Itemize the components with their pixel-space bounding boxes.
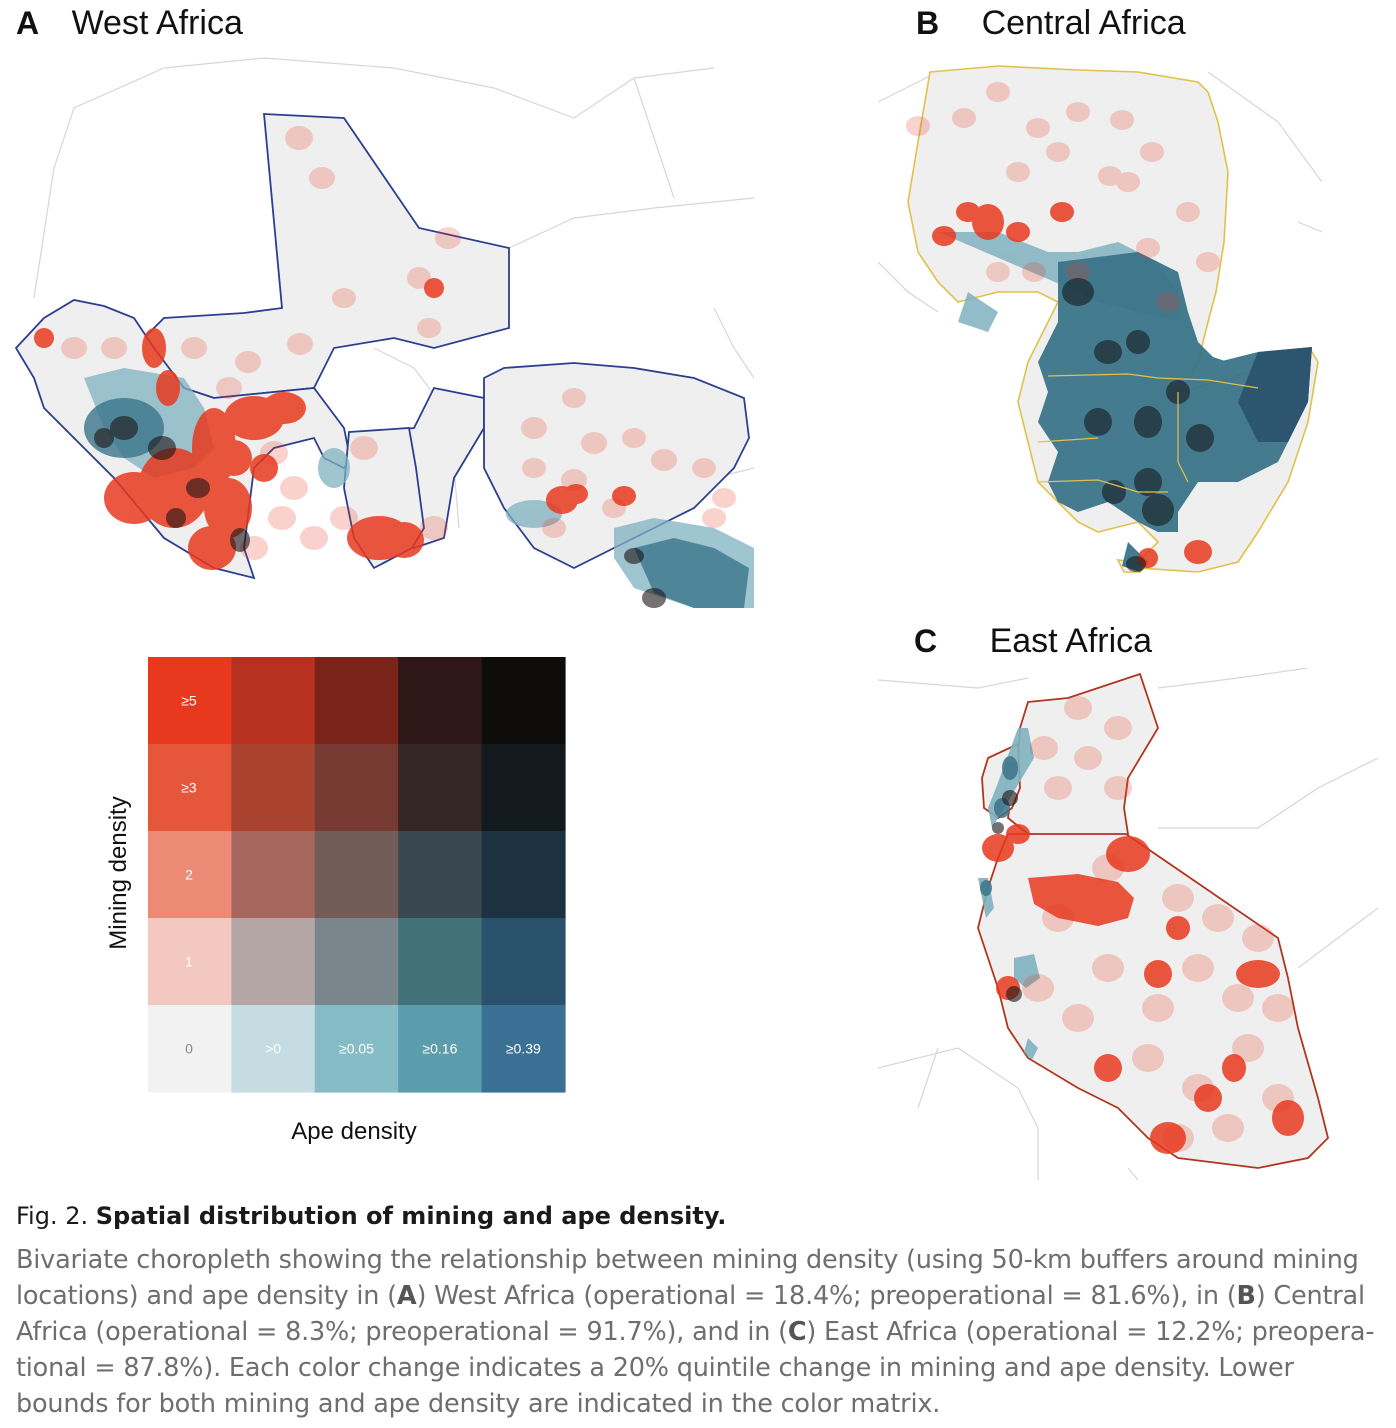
legend-cell (398, 657, 483, 745)
legend-cell (481, 918, 566, 1006)
figure-title: Spatial distribution of mining and ape d… (95, 1202, 727, 1230)
legend-x-title: Ape density (291, 1118, 416, 1145)
legend-y-title: Mining density (105, 796, 132, 949)
legend-grid: ≥5 ≥3 2 1 0 >0 ≥0.05 ≥0.16 ≥0.39 (148, 657, 566, 1093)
legend-ape-label: ≥0.05 (339, 1041, 374, 1057)
panel-c-title: East Africa (989, 622, 1153, 660)
legend-mining-label: 2 (185, 867, 193, 883)
panel-c-label: C East Africa (914, 622, 1152, 661)
panel-b-letter: B (916, 5, 940, 41)
caption-text-2: ) West Africa (operational = 18.4%; preo… (416, 1281, 1237, 1311)
legend-ape-label: ≥0.16 (422, 1041, 457, 1057)
figure-caption-body: Bivariate choropleth showing the relatio… (16, 1242, 1388, 1422)
figure-label: Fig. 2. (16, 1202, 89, 1230)
legend-mining-label: 0 (185, 1041, 193, 1057)
legend-cell (148, 744, 232, 832)
legend-cell (231, 831, 316, 919)
panel-b-title: Central Africa (981, 4, 1186, 42)
caption-text-4: ) East Africa (operational = 12.2%; preo… (16, 1317, 1375, 1419)
legend-cell (314, 744, 399, 832)
caption-ref-a: A (396, 1281, 417, 1311)
legend-cell (314, 831, 399, 919)
panel-b-label: B Central Africa (916, 4, 1186, 43)
caption-text-3: ) Central Africa (operational = 8.3%; pr… (16, 1281, 1365, 1347)
legend-cell (481, 744, 566, 832)
legend-cell (481, 831, 566, 919)
map-east-africa (878, 668, 1378, 1180)
caption-ref-b: B (1236, 1281, 1256, 1311)
legend-cell (231, 1005, 316, 1093)
legend-cell (314, 657, 399, 745)
legend-mining-label: ≥3 (181, 780, 197, 796)
legend-cell (231, 918, 316, 1006)
legend-ape-label: >0 (265, 1041, 281, 1057)
figure-caption-title: Fig. 2. Spatial distribution of mining a… (16, 1202, 726, 1230)
legend-cell (231, 744, 316, 832)
legend-cell (148, 831, 232, 919)
caption-text-1: Bivariate choropleth showing the relatio… (16, 1245, 1359, 1311)
legend-cell (148, 1005, 232, 1093)
legend-cell (231, 657, 316, 745)
legend-cell (148, 918, 232, 1006)
legend-cell (398, 1005, 483, 1093)
legend-cell (314, 1005, 399, 1093)
legend-ape-label: ≥0.39 (506, 1041, 541, 1057)
panel-c-letter: C (914, 623, 938, 659)
legend-cell (398, 831, 483, 919)
legend-cell (481, 1005, 566, 1093)
legend-cell (398, 918, 483, 1006)
panel-a-title: West Africa (71, 4, 243, 42)
panel-a-letter: A (16, 5, 40, 41)
map-central-africa (878, 62, 1322, 582)
map-west-africa (14, 48, 754, 612)
legend-cell (398, 744, 483, 832)
caption-ref-c: C (787, 1317, 807, 1347)
legend-mining-label: ≥5 (181, 693, 197, 709)
legend-cell (314, 918, 399, 1006)
legend-cell (481, 657, 566, 745)
panel-a-label: A West Africa (16, 4, 243, 43)
legend-cell (148, 657, 232, 745)
legend-mining-label: 1 (185, 954, 193, 970)
